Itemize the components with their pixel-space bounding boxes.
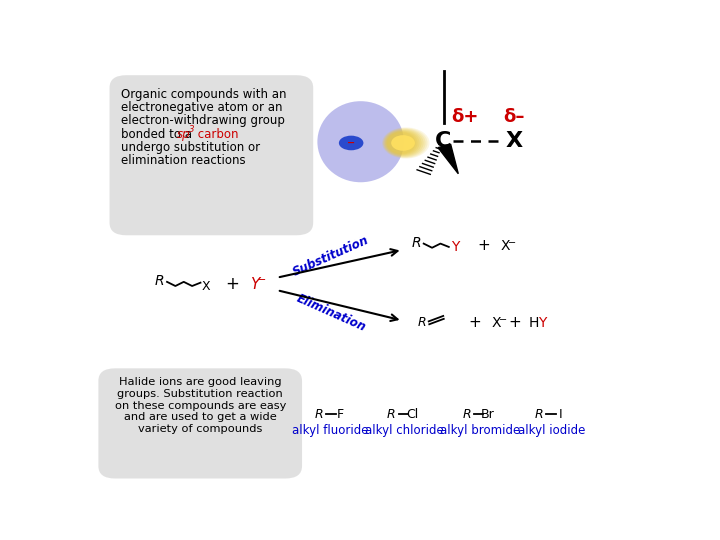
Text: Elimination: Elimination <box>294 292 368 335</box>
Ellipse shape <box>384 130 423 157</box>
Text: +: + <box>509 315 521 330</box>
Text: Y: Y <box>538 315 546 329</box>
Text: alkyl bromide: alkyl bromide <box>441 424 521 437</box>
Text: I: I <box>559 408 562 421</box>
Text: alkyl chloride: alkyl chloride <box>365 424 444 437</box>
Text: Y: Y <box>451 240 459 254</box>
Text: elimination reactions: elimination reactions <box>121 154 246 167</box>
Text: F: F <box>336 408 343 421</box>
Text: −: − <box>257 275 266 285</box>
Ellipse shape <box>386 131 420 155</box>
Text: groups. Substitution reaction: groups. Substitution reaction <box>117 389 283 399</box>
Text: H: H <box>528 315 539 329</box>
Text: +: + <box>225 275 239 293</box>
FancyBboxPatch shape <box>99 368 302 478</box>
Ellipse shape <box>382 127 430 159</box>
FancyBboxPatch shape <box>109 75 313 235</box>
Text: Cl: Cl <box>406 408 418 421</box>
Text: X: X <box>501 239 510 253</box>
Text: −: − <box>508 238 516 248</box>
Text: R: R <box>412 236 421 250</box>
Text: R: R <box>387 408 395 421</box>
Text: electron-withdrawing group: electron-withdrawing group <box>121 114 284 127</box>
Text: Organic compounds with an: Organic compounds with an <box>121 87 286 100</box>
Text: electronegative atom or an: electronegative atom or an <box>121 101 282 114</box>
Text: −: − <box>499 315 507 325</box>
Text: R: R <box>315 408 323 421</box>
Ellipse shape <box>387 131 418 154</box>
Ellipse shape <box>391 135 415 151</box>
Text: alkyl iodide: alkyl iodide <box>518 424 585 437</box>
Text: δ–: δ– <box>503 108 524 126</box>
Text: R: R <box>155 274 165 288</box>
Text: 3: 3 <box>189 125 194 134</box>
Text: R: R <box>535 408 544 421</box>
Text: Substitution: Substitution <box>291 233 371 279</box>
Ellipse shape <box>339 136 364 150</box>
Text: R: R <box>418 316 426 329</box>
Text: X: X <box>505 131 523 151</box>
Text: Br: Br <box>481 408 495 421</box>
Ellipse shape <box>384 129 426 157</box>
Text: Y: Y <box>250 277 259 292</box>
Text: sp: sp <box>176 127 190 140</box>
Ellipse shape <box>383 128 428 158</box>
Text: carbon: carbon <box>194 127 238 140</box>
Ellipse shape <box>385 130 422 156</box>
Text: −: − <box>347 138 355 148</box>
Text: X: X <box>492 315 501 329</box>
Ellipse shape <box>387 132 415 154</box>
Text: R: R <box>462 408 471 421</box>
Text: +: + <box>469 315 482 330</box>
Text: X: X <box>202 280 210 293</box>
Text: C: C <box>435 131 451 151</box>
Ellipse shape <box>318 101 404 183</box>
Polygon shape <box>438 144 459 174</box>
Text: +: + <box>477 238 490 253</box>
Text: undergo substitution or: undergo substitution or <box>121 141 260 154</box>
Text: Halide ions are good leaving: Halide ions are good leaving <box>119 377 282 388</box>
Text: and are used to get a wide: and are used to get a wide <box>124 413 276 422</box>
Text: on these compounds are easy: on these compounds are easy <box>114 401 286 411</box>
Text: bonded to a: bonded to a <box>121 127 195 140</box>
Text: δ+: δ+ <box>451 108 479 126</box>
Text: variety of compounds: variety of compounds <box>138 424 262 434</box>
Text: alkyl fluoride: alkyl fluoride <box>292 424 368 437</box>
